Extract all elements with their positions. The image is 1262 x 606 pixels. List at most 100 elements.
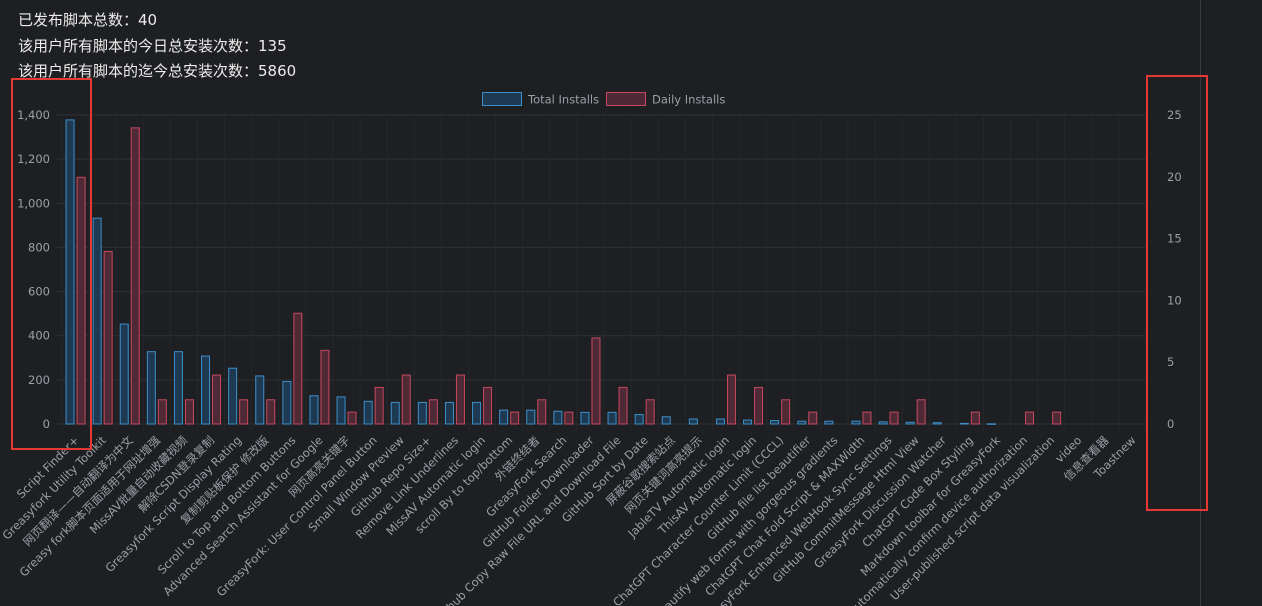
today-installs-value: 135 xyxy=(258,36,287,55)
bar-daily-installs[interactable] xyxy=(130,127,140,425)
bar-daily-installs[interactable] xyxy=(184,399,194,425)
panel-divider xyxy=(1200,0,1201,606)
bar-total-installs[interactable] xyxy=(743,419,753,425)
bar-daily-installs[interactable] xyxy=(916,399,926,425)
bar-total-installs[interactable] xyxy=(336,396,346,425)
bar-total-installs[interactable] xyxy=(173,351,183,425)
bar-daily-installs[interactable] xyxy=(889,411,899,425)
right-axis-tick-label: 0 xyxy=(1167,417,1174,431)
right-axis-tick-label: 20 xyxy=(1167,170,1182,184)
chart-bars xyxy=(65,119,1062,425)
bar-total-installs[interactable] xyxy=(201,355,211,425)
legend-swatch-total[interactable] xyxy=(482,92,522,106)
stats-panel: 已发布脚本总数：40 该用户所有脚本的今日总安装次数：135 该用户所有脚本的迄… xyxy=(18,8,296,85)
bar-total-installs[interactable] xyxy=(444,401,454,425)
bar-daily-installs[interactable] xyxy=(808,411,818,425)
bar-daily-installs[interactable] xyxy=(157,399,167,425)
bar-daily-installs[interactable] xyxy=(537,399,547,425)
bar-total-installs[interactable] xyxy=(634,414,644,425)
bar-daily-installs[interactable] xyxy=(564,411,574,425)
bar-daily-installs[interactable] xyxy=(320,349,330,425)
bar-daily-installs[interactable] xyxy=(1052,411,1062,425)
bar-daily-installs[interactable] xyxy=(862,411,872,425)
bar-daily-installs[interactable] xyxy=(754,386,764,425)
bar-total-installs[interactable] xyxy=(770,420,780,425)
bar-total-installs[interactable] xyxy=(282,380,292,425)
bar-daily-installs[interactable] xyxy=(293,312,303,425)
bar-total-installs[interactable] xyxy=(65,119,75,425)
right-axis-tick-label: 5 xyxy=(1167,355,1174,369)
right-axis-tick-label: 25 xyxy=(1167,108,1182,122)
bar-total-installs[interactable] xyxy=(146,351,156,425)
total-scripts-label: 已发布脚本总数： xyxy=(18,11,139,29)
left-axis-tick-label: 1,000 xyxy=(17,196,50,210)
bar-total-installs[interactable] xyxy=(715,418,725,425)
bar-total-installs[interactable] xyxy=(688,418,698,425)
bar-total-installs[interactable] xyxy=(228,367,238,425)
bar-daily-installs[interactable] xyxy=(76,176,86,425)
bar-daily-installs[interactable] xyxy=(645,399,655,425)
left-axis-ticks: 0 200 400 600 800 1,000 1,200 1,400 xyxy=(17,108,50,431)
chart-legend[interactable]: Total Installs Daily Installs xyxy=(482,92,726,107)
total-scripts-row: 已发布脚本总数：40 xyxy=(18,8,296,34)
right-axis-highlight-box xyxy=(1146,75,1208,511)
today-installs-row: 该用户所有脚本的今日总安装次数：135 xyxy=(18,34,296,60)
bar-total-installs[interactable] xyxy=(472,401,482,425)
legend-swatch-daily[interactable] xyxy=(606,92,646,106)
bar-daily-installs[interactable] xyxy=(970,411,980,425)
category-label: 网页翻译——自动翻译为中文 xyxy=(20,433,136,549)
bar-total-installs[interactable] xyxy=(309,395,319,425)
bar-total-installs[interactable] xyxy=(905,421,915,425)
bar-daily-installs[interactable] xyxy=(266,399,276,425)
bar-total-installs[interactable] xyxy=(363,400,373,425)
bar-daily-installs[interactable] xyxy=(239,399,249,425)
bar-total-installs[interactable] xyxy=(119,323,129,425)
left-axis-tick-label: 800 xyxy=(28,240,50,254)
all-installs-label: 该用户所有脚本的迄今总安装次数： xyxy=(18,62,259,80)
chart-grid xyxy=(56,114,1147,430)
bar-daily-installs[interactable] xyxy=(401,374,411,425)
bar-daily-installs[interactable] xyxy=(212,374,222,425)
bar-daily-installs[interactable] xyxy=(347,411,357,425)
bar-daily-installs[interactable] xyxy=(591,337,601,425)
bar-daily-installs[interactable] xyxy=(1025,411,1035,425)
bar-total-installs[interactable] xyxy=(417,401,427,425)
bar-daily-installs[interactable] xyxy=(781,399,791,425)
all-installs-value: 5860 xyxy=(258,62,297,80)
bar-daily-installs[interactable] xyxy=(510,411,520,425)
bar-total-installs[interactable] xyxy=(499,409,509,425)
bar-daily-installs[interactable] xyxy=(483,386,493,425)
bar-total-installs[interactable] xyxy=(553,410,563,425)
bar-total-installs[interactable] xyxy=(661,416,671,425)
left-axis-tick-label: 0 xyxy=(43,417,50,431)
bar-total-installs[interactable] xyxy=(390,401,400,425)
bar-total-installs[interactable] xyxy=(526,409,536,425)
all-installs-row: 该用户所有脚本的迄今总安装次数：5860 xyxy=(18,59,296,85)
bar-daily-installs[interactable] xyxy=(618,386,628,425)
legend-label-total[interactable]: Total Installs xyxy=(527,93,599,107)
category-labels: Script Finder+Greasyfork Utility Toolkit… xyxy=(0,433,1139,606)
bar-daily-installs[interactable] xyxy=(374,386,384,425)
left-axis-tick-label: 200 xyxy=(28,373,50,387)
legend-label-daily[interactable]: Daily Installs xyxy=(652,93,725,107)
bar-total-installs[interactable] xyxy=(607,411,617,425)
bar-total-installs[interactable] xyxy=(92,217,102,425)
bar-total-installs[interactable] xyxy=(932,422,942,425)
bar-total-installs[interactable] xyxy=(824,420,834,425)
bar-total-installs[interactable] xyxy=(580,411,590,425)
bar-daily-installs[interactable] xyxy=(455,374,465,425)
total-scripts-value: 40 xyxy=(138,11,158,29)
bar-daily-installs[interactable] xyxy=(428,399,438,425)
bar-total-installs[interactable] xyxy=(797,420,807,425)
bar-total-installs[interactable] xyxy=(851,420,861,425)
left-axis-highlight-box xyxy=(11,78,92,450)
bar-daily-installs[interactable] xyxy=(726,374,736,425)
left-axis-tick-label: 1,200 xyxy=(17,152,50,166)
bar-total-installs[interactable] xyxy=(986,423,996,425)
bar-total-installs[interactable] xyxy=(878,421,888,425)
bar-total-installs[interactable] xyxy=(255,375,265,425)
bar-total-installs[interactable] xyxy=(959,422,969,425)
today-installs-label: 该用户所有脚本的今日总安装次数： xyxy=(18,36,259,55)
bar-daily-installs[interactable] xyxy=(103,250,113,425)
